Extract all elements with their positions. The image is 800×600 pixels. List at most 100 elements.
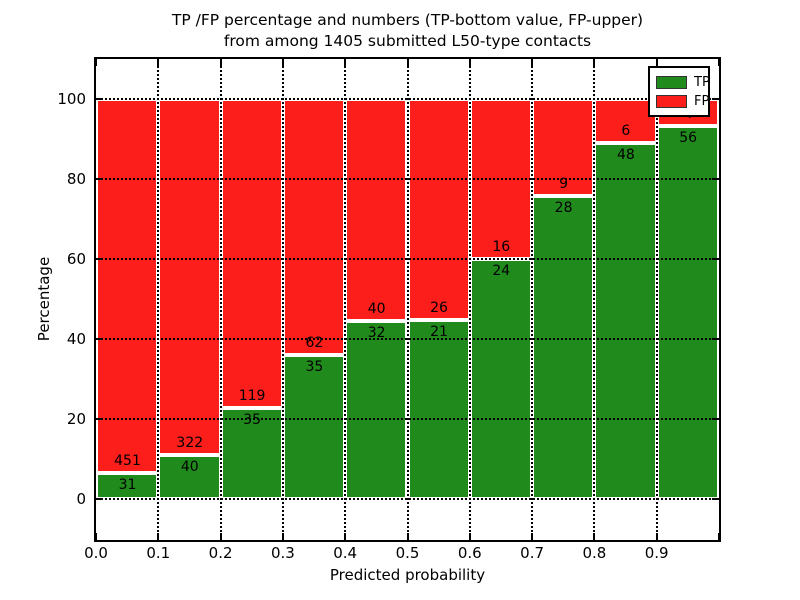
x-tick-label: 0.4 — [333, 544, 358, 562]
y-tick-mark-right — [712, 178, 719, 180]
bar-segment-fp — [532, 99, 595, 197]
y-tick-label: 60 — [66, 250, 86, 268]
bar-label-tp-count: 31 — [118, 477, 137, 494]
x-tick-mark — [655, 533, 658, 540]
bar-segment-tp — [345, 321, 408, 499]
x-tick-mark-top — [157, 59, 160, 66]
bar-label-tp-count: 40 — [180, 458, 199, 475]
y-tick-mark-right — [712, 258, 719, 260]
x-tick-mark-top — [531, 59, 534, 66]
x-tick-label: 0.7 — [520, 544, 545, 562]
y-tick-label: 40 — [66, 330, 86, 348]
legend-swatch-tp — [656, 76, 687, 89]
chart-title-line1: TP /FP percentage and numbers (TP-bottom… — [171, 11, 644, 29]
y-tick-mark-right — [712, 418, 719, 420]
x-tick-mark — [281, 533, 284, 540]
x-tick-mark — [219, 533, 222, 540]
x-tick-mark — [157, 533, 160, 540]
legend-item: FP — [656, 92, 710, 111]
x-tick-mark-top — [281, 59, 284, 66]
bar-label-tp-count: 35 — [305, 358, 324, 375]
y-tick-mark — [96, 418, 103, 420]
bar-segment-tp — [282, 354, 346, 499]
x-tick-label: 0.2 — [208, 544, 233, 562]
x-axis-label: Predicted probability — [329, 566, 486, 584]
y-tick-mark-right — [712, 498, 719, 500]
y-tick-mark-right — [712, 98, 719, 100]
gridline-horizontal — [96, 338, 719, 340]
gridline-vertical — [593, 59, 596, 540]
x-tick-label: 0.8 — [582, 544, 607, 562]
bar-segment-tp — [96, 473, 159, 499]
x-tick-label: 0.5 — [395, 544, 420, 562]
legend-label: FP — [694, 94, 710, 109]
gridline-horizontal — [96, 178, 719, 180]
y-tick-mark — [96, 98, 103, 100]
x-tick-mark-top — [655, 59, 658, 66]
x-tick-mark — [593, 533, 596, 540]
bar-label-fp-count: 119 — [238, 388, 266, 405]
y-axis-label: Percentage — [35, 256, 53, 342]
x-tick-label: 0.9 — [644, 544, 669, 562]
bar-label-tp-count: 21 — [430, 324, 448, 341]
gridline-vertical — [219, 59, 222, 540]
bar-label-tp-count: 35 — [243, 412, 261, 429]
bar-label-tp-count: 56 — [679, 129, 698, 146]
x-tick-mark — [531, 533, 534, 540]
gridline-vertical — [157, 59, 160, 540]
plot-inner: 4513132240119356235403226211624928648456… — [95, 59, 720, 540]
bar-label-fp-count: 9 — [559, 176, 569, 193]
bar-label-tp-count: 32 — [367, 325, 386, 342]
gridline-vertical — [468, 59, 471, 540]
x-tick-mark — [95, 533, 97, 540]
gridline-vertical — [655, 59, 658, 540]
plot-area: 4513132240119356235403226211624928648456… — [94, 57, 721, 542]
y-tick-label: 80 — [66, 170, 86, 188]
bar-segment-fp — [345, 99, 408, 322]
bar-segment-fp — [594, 99, 657, 144]
bar-label-tp-count: 24 — [492, 263, 511, 279]
x-tick-label: 0.0 — [84, 544, 108, 562]
x-tick-mark-top — [468, 59, 471, 66]
x-tick-mark — [468, 533, 471, 540]
x-tick-mark — [406, 533, 409, 540]
bar-label-tp-count: 28 — [554, 200, 573, 217]
bar-segment-fp — [282, 99, 346, 355]
bar-segment-tp — [469, 259, 533, 499]
x-tick-label: 0.6 — [457, 544, 482, 562]
y-tick-mark — [96, 178, 103, 180]
gridline-horizontal — [96, 258, 719, 260]
legend-label: TP — [694, 75, 710, 90]
y-tick-label: 0 — [76, 490, 86, 508]
gridline-vertical — [531, 59, 534, 540]
bar-segment-fp — [220, 99, 283, 409]
gridline-horizontal — [96, 498, 719, 500]
chart-title-line2: from among 1405 submitted L50-type conta… — [223, 32, 592, 50]
bar-segment-tp — [594, 143, 657, 499]
y-tick-mark-right — [712, 338, 719, 340]
bar-segment-tp — [656, 125, 719, 499]
x-tick-mark-top — [95, 59, 97, 66]
x-tick-mark-top — [344, 59, 347, 66]
y-tick-mark — [96, 338, 103, 340]
y-tick-mark — [96, 498, 103, 500]
bar-label-tp-count: 48 — [616, 147, 635, 164]
x-tick-label: 0.3 — [270, 544, 295, 562]
bar-segment-tp — [532, 196, 595, 499]
x-tick-mark — [344, 533, 347, 540]
chart-title: TP /FP percentage and numbers (TP-bottom… — [94, 10, 721, 52]
gridline-horizontal — [96, 418, 719, 420]
gridline-vertical — [344, 59, 347, 540]
legend-item: TP — [656, 73, 710, 92]
gridline-vertical — [281, 59, 284, 540]
bar-segment-fp — [158, 99, 221, 455]
y-tick-mark — [96, 258, 103, 260]
bar-segment-fp — [96, 99, 159, 474]
bar-label-fp-count: 16 — [492, 239, 511, 255]
bar-segment-tp — [407, 320, 470, 499]
bar-label-fp-count: 322 — [176, 434, 204, 451]
y-tick-label: 100 — [57, 90, 86, 108]
x-tick-label: 0.1 — [146, 544, 171, 562]
x-tick-mark-top — [219, 59, 222, 66]
x-tick-mark — [718, 533, 720, 540]
